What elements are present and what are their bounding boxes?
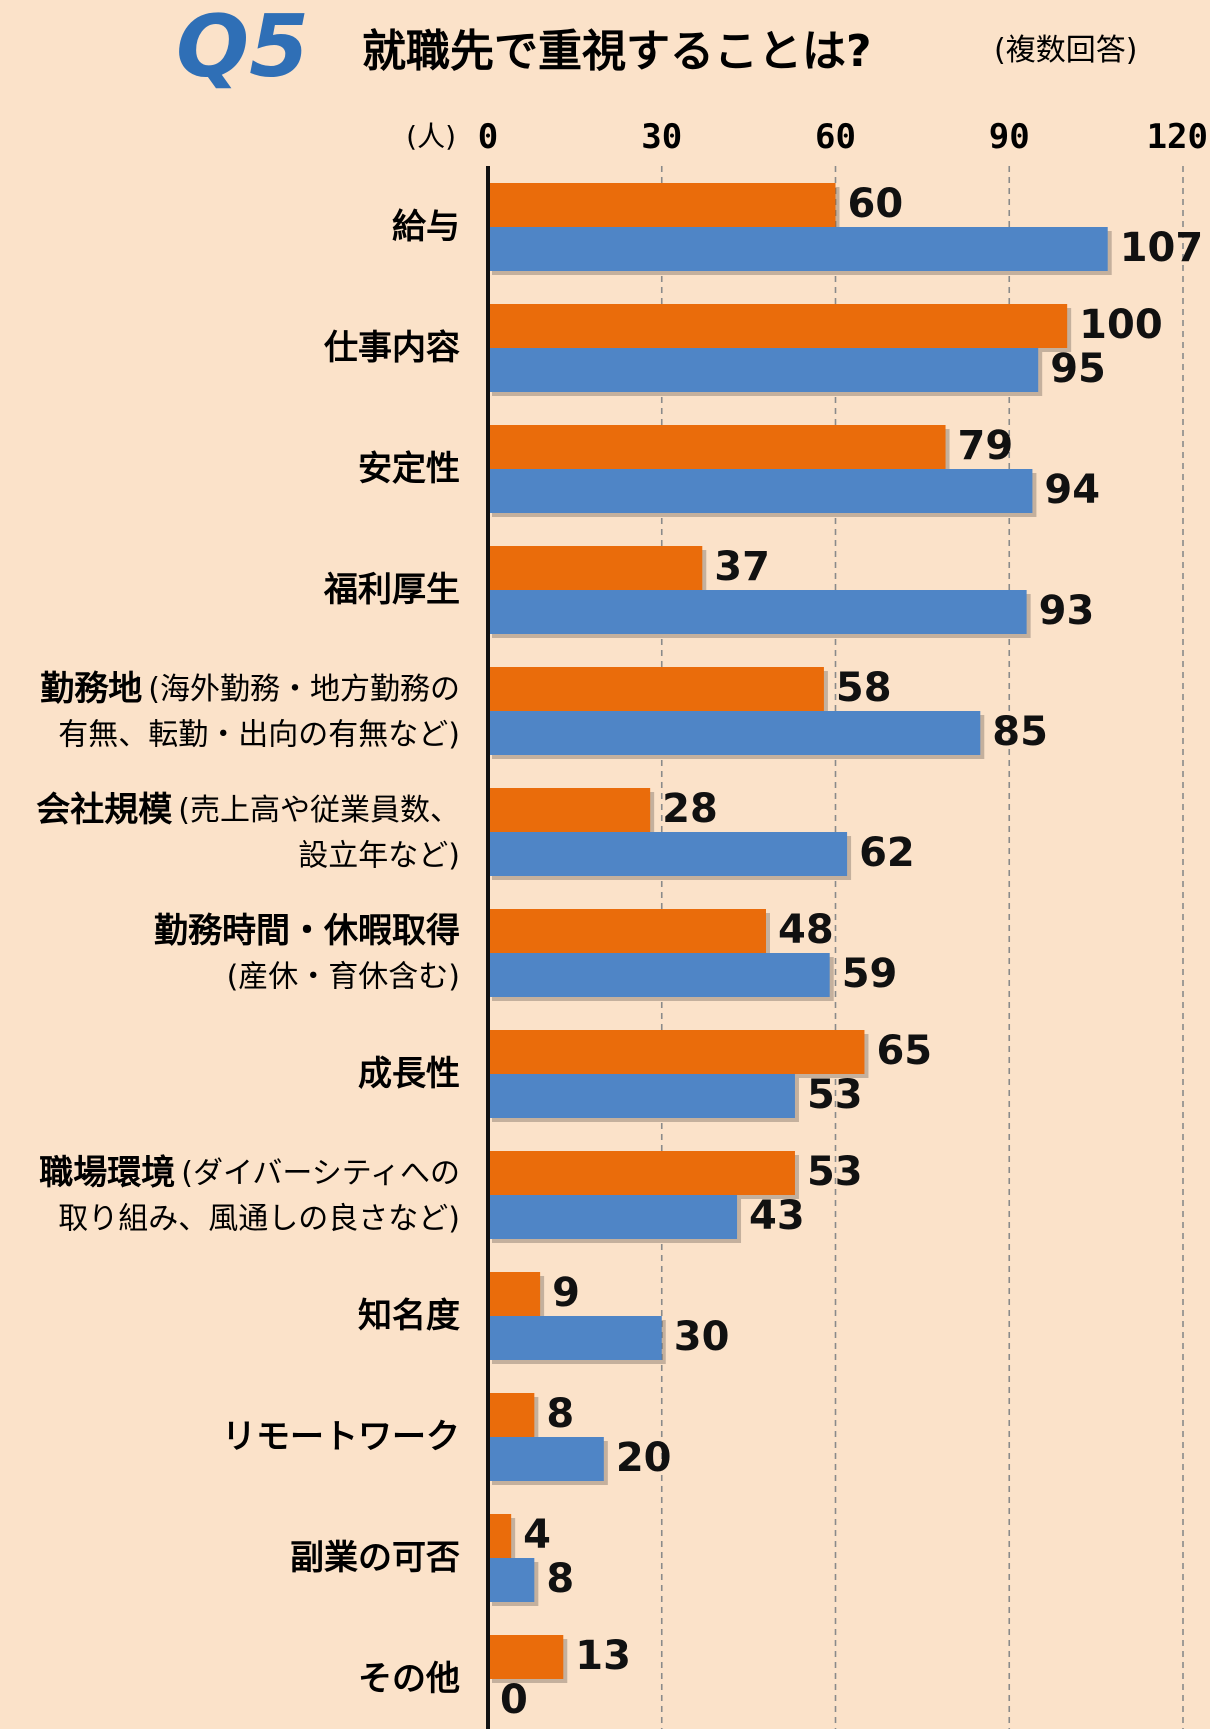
axis-unit-label: (人) (406, 120, 456, 153)
category-label: リモートワーク (222, 1417, 460, 1457)
bar (488, 348, 1039, 392)
chart-subtitle: (複数回答) (994, 33, 1137, 68)
bar (488, 183, 836, 227)
tick-label: 90 (989, 117, 1030, 157)
category-note-line2: 有無、転勤・出向の有無など) (58, 718, 460, 753)
category-note: (海外勤務・地方勤務の (148, 672, 460, 707)
data-label: 107 (1120, 225, 1204, 271)
category-label: 会社規模 (売上高や従業員数、 (36, 790, 460, 830)
category-main: 副業の可否 (290, 1538, 460, 1578)
category-label: 仕事内容 (324, 328, 460, 368)
data-label: 59 (842, 951, 898, 997)
category-label: その他 (358, 1659, 460, 1699)
category-main: 福利厚生 (323, 570, 460, 610)
bar (488, 832, 848, 876)
data-label: 93 (1039, 588, 1095, 634)
tick-label: 0 (478, 117, 498, 157)
data-label: 30 (674, 1314, 730, 1360)
bar (488, 1151, 795, 1195)
category-main: 職場環境 (39, 1153, 175, 1193)
bar (488, 469, 1033, 513)
category-main: その他 (358, 1659, 460, 1699)
bar (488, 1195, 738, 1239)
data-label: 85 (992, 709, 1048, 755)
data-label: 8 (546, 1391, 574, 1437)
question-number: Q5 (176, 0, 309, 97)
chart-header: Q5 就職先で重視することは? (複数回答) (176, 0, 1137, 97)
category-main: 仕事内容 (324, 328, 460, 368)
bar (488, 1558, 535, 1602)
x-axis: (人) 0 30 60 90 120 (406, 117, 1208, 157)
category-main: 成長性 (358, 1054, 460, 1094)
category-label: 勤務時間・休暇取得 (154, 911, 460, 951)
data-label: 37 (714, 544, 770, 590)
bar (488, 227, 1108, 271)
bar (488, 667, 824, 711)
data-label: 60 (848, 181, 904, 227)
category-label: 勤務地 (海外勤務・地方勤務の (40, 669, 460, 709)
data-label: 100 (1079, 302, 1163, 348)
tick-label: 30 (641, 117, 682, 157)
bar (488, 590, 1027, 634)
data-label: 48 (778, 907, 834, 953)
category-main: 給与 (392, 207, 460, 247)
bar (488, 1393, 535, 1437)
bar (488, 953, 830, 997)
bar (488, 711, 981, 755)
data-label: 53 (807, 1072, 863, 1118)
bar (488, 425, 946, 469)
chart-title: 就職先で重視することは? (362, 26, 872, 77)
category-label: 給与 (392, 207, 460, 247)
category-note-line2: 取り組み、風通しの良さなど) (58, 1202, 460, 1237)
bar (488, 788, 651, 832)
category-label: 副業の可否 (290, 1538, 460, 1578)
bar (488, 1437, 604, 1481)
bar (488, 1316, 662, 1360)
category-label: 成長性 (358, 1054, 460, 1094)
bar (488, 1514, 512, 1558)
category-main: 勤務地 (40, 669, 142, 709)
category-main: 会社規模 (36, 790, 172, 830)
data-label: 62 (859, 830, 915, 876)
data-label: 95 (1050, 346, 1106, 392)
category-main: リモートワーク (222, 1417, 460, 1457)
data-label: 4 (523, 1512, 551, 1558)
category-note: (売上高や従業員数、 (178, 793, 460, 828)
data-label: 20 (616, 1435, 672, 1481)
bar (488, 1272, 541, 1316)
data-label: 13 (575, 1633, 631, 1679)
tick-label: 60 (815, 117, 856, 157)
data-label: 79 (958, 423, 1014, 469)
data-label: 28 (662, 786, 718, 832)
category-label: 福利厚生 (323, 570, 460, 610)
tick-label: 120 (1147, 117, 1208, 157)
data-label: 43 (749, 1193, 805, 1239)
category-note: (ダイバーシティへの (181, 1156, 460, 1191)
bar (488, 1030, 865, 1074)
bar (488, 546, 703, 590)
data-label: 58 (836, 665, 892, 711)
category-label: 安定性 (358, 449, 460, 489)
data-label: 53 (807, 1149, 863, 1195)
category-label: 知名度 (358, 1296, 460, 1336)
bar (488, 1074, 795, 1118)
category-main: 知名度 (358, 1296, 460, 1336)
category-label: 職場環境 (ダイバーシティへの (39, 1153, 460, 1193)
data-label: 8 (546, 1556, 574, 1602)
data-label: 9 (552, 1270, 580, 1316)
category-main: 安定性 (358, 449, 460, 489)
bar (488, 1635, 564, 1679)
data-label: 94 (1044, 467, 1100, 513)
category-note-line2: (産休・育休含む) (227, 960, 460, 995)
data-label: 0 (500, 1677, 528, 1723)
bars: 6010710095799437935885286248596553534393… (488, 181, 1203, 1723)
bar (488, 304, 1068, 348)
category-note-line2: 設立年など) (298, 839, 460, 874)
data-label: 65 (876, 1028, 932, 1074)
category-main: 勤務時間・休暇取得 (154, 911, 460, 951)
bar (488, 909, 766, 953)
